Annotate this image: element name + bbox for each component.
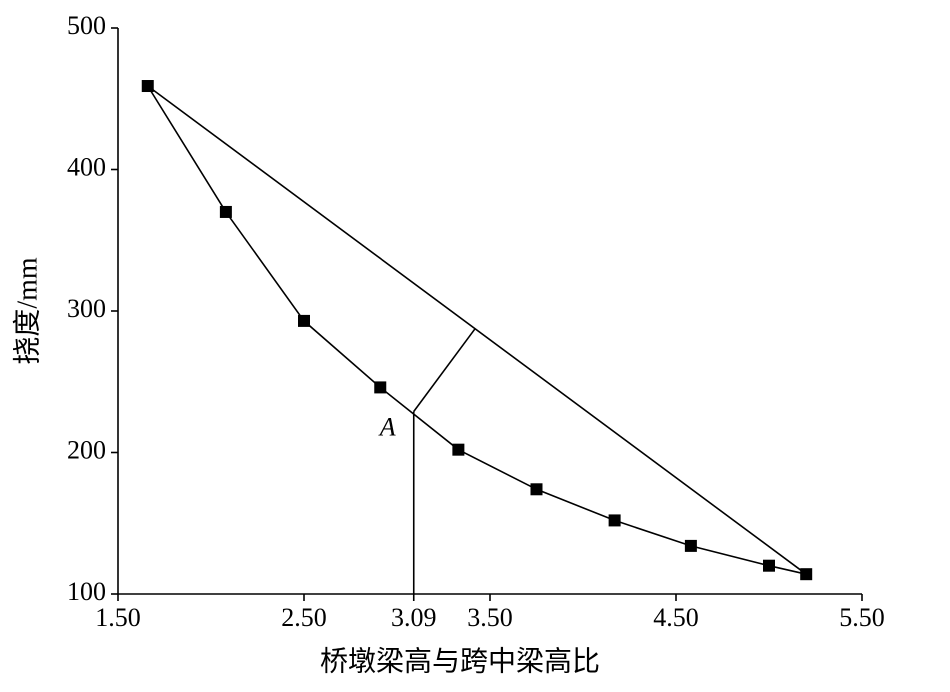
y-axis-label: 挠度/mm bbox=[11, 257, 43, 365]
annotation-label: A bbox=[378, 412, 396, 441]
y-tick-label: 300 bbox=[67, 294, 106, 323]
marker bbox=[763, 559, 775, 572]
marker bbox=[141, 80, 154, 93]
marker bbox=[452, 443, 465, 456]
marker bbox=[219, 205, 232, 218]
perpendicular-guide bbox=[413, 328, 476, 412]
marker bbox=[374, 381, 387, 394]
x-tick-label: 3.50 bbox=[467, 603, 513, 632]
y-tick-label: 400 bbox=[67, 152, 106, 181]
x-tick-label: 4.50 bbox=[653, 603, 699, 632]
y-tick-label: 500 bbox=[67, 11, 106, 40]
marker bbox=[800, 568, 813, 581]
data-line bbox=[147, 85, 807, 575]
x-tick-label: 2.50 bbox=[281, 603, 327, 632]
x-axis-label: 桥墩梁高与跨中梁高比 bbox=[320, 645, 600, 677]
marker bbox=[298, 314, 310, 327]
marker bbox=[608, 514, 621, 527]
x-tick-label: 3.09 bbox=[391, 603, 437, 632]
x-tick-label: 5.50 bbox=[839, 603, 885, 632]
x-tick-label: 1.50 bbox=[95, 603, 141, 632]
marker bbox=[530, 483, 543, 496]
y-tick-label: 200 bbox=[67, 435, 106, 464]
chord-line bbox=[147, 85, 807, 575]
marker bbox=[684, 539, 697, 552]
y-tick-label: 100 bbox=[67, 577, 106, 606]
